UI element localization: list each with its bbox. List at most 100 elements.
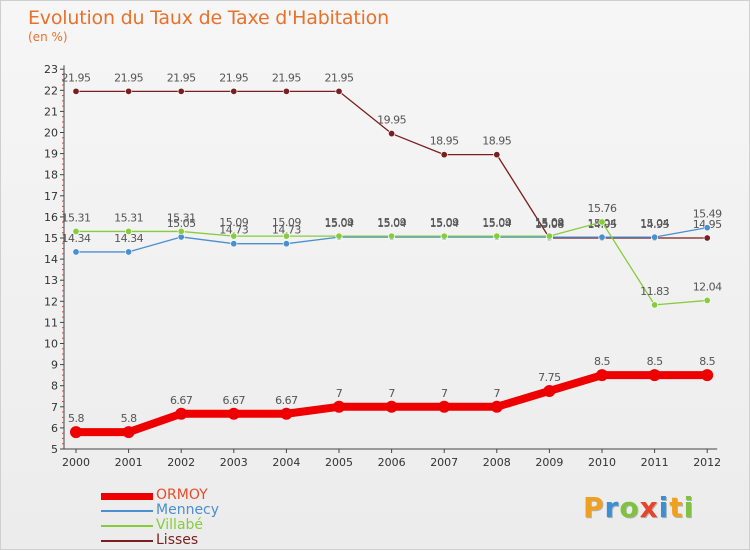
data-label-mennecy: 15.04	[377, 217, 406, 230]
y-tick-label: 12	[44, 295, 58, 308]
data-label-ormoy: 5.8	[68, 412, 84, 425]
data-point-villabe	[703, 296, 711, 304]
data-point-villabe	[230, 232, 238, 240]
y-tick-label: 7	[51, 401, 58, 414]
y-tick-label: 5	[51, 443, 58, 456]
data-label-villabe: 15.09	[325, 216, 354, 229]
data-point-ormoy	[596, 369, 608, 382]
data-label-ormoy: 6.67	[223, 394, 246, 407]
data-point-ormoy	[385, 400, 398, 413]
y-tick-label: 18	[44, 169, 58, 182]
x-tick-label: 2001	[115, 456, 143, 469]
data-label-ormoy: 5.8	[121, 412, 137, 425]
data-point-lisses	[440, 151, 448, 159]
data-point-villabe	[388, 232, 396, 240]
data-label-mennecy: 14.73	[272, 224, 301, 237]
data-label-lisses: 18.95	[482, 135, 511, 148]
data-label-villabe: 15.09	[219, 216, 248, 229]
data-label-mennecy: 15.05	[167, 217, 196, 230]
logo-letter: t	[669, 491, 684, 524]
data-label-villabe: 11.83	[640, 285, 669, 298]
data-label-villabe: 15.09	[377, 216, 406, 229]
legend-swatch-ormoy	[101, 493, 153, 500]
data-point-lisses	[230, 87, 238, 95]
data-label-ormoy: 8.5	[647, 355, 663, 368]
data-label-lisses: 21.95	[272, 71, 301, 84]
data-point-ormoy	[122, 426, 135, 439]
data-point-villabe	[651, 301, 659, 309]
data-point-villabe	[493, 232, 501, 240]
data-point-mennecy	[72, 248, 80, 256]
data-point-ormoy	[543, 384, 556, 397]
y-tick-label: 17	[44, 190, 58, 203]
y-tick-label: 16	[44, 211, 58, 224]
data-point-ormoy	[227, 407, 240, 420]
logo-letter: r	[604, 491, 620, 524]
y-tick-label: 8	[51, 380, 58, 393]
data-point-lisses	[388, 130, 396, 138]
data-point-ormoy	[175, 407, 188, 420]
x-tick-label: 2006	[378, 456, 406, 469]
legend-item-ormoy: ORMOY	[101, 487, 321, 503]
chart-unit: (en %)	[28, 30, 68, 44]
data-label-mennecy: 15.04	[430, 217, 459, 230]
y-tick-label: 9	[51, 359, 58, 372]
data-point-ormoy	[280, 407, 293, 420]
data-point-lisses	[177, 87, 185, 95]
data-point-ormoy	[701, 369, 714, 382]
data-label-ormoy: 7	[494, 387, 501, 400]
data-label-villabe: 15.31	[62, 211, 91, 224]
data-label-ormoy: 6.67	[170, 394, 193, 407]
x-tick-label: 2010	[588, 456, 616, 469]
y-tick-label: 19	[44, 148, 58, 161]
data-label-ormoy: 7	[441, 387, 448, 400]
data-point-mennecy	[703, 224, 711, 232]
data-point-ormoy	[648, 369, 661, 382]
x-tick-label: 2000	[62, 456, 90, 469]
data-point-lisses	[72, 87, 80, 95]
data-label-villabe: 15.31	[167, 211, 196, 224]
data-label-mennecy: 14.73	[219, 224, 248, 237]
legend-item-villabe: Villabé	[101, 517, 321, 533]
legend-swatch-mennecy	[101, 510, 153, 512]
data-label-lisses: 21.95	[219, 71, 248, 84]
data-label-lisses: 15.08	[535, 218, 564, 231]
data-label-mennecy: 15.04	[325, 217, 354, 230]
data-point-mennecy	[282, 240, 290, 248]
logo-letter: x	[639, 491, 659, 524]
data-label-lisses: 19.95	[377, 114, 406, 127]
data-label-lisses: 21.95	[114, 71, 143, 84]
logo-letter: i	[658, 491, 670, 524]
legend-item-lisses: Lisses	[101, 532, 321, 548]
data-label-lisses: 14.95	[640, 218, 669, 231]
y-tick-label: 14	[44, 253, 58, 266]
y-tick-label: 10	[44, 338, 58, 351]
data-point-lisses	[282, 87, 290, 95]
data-point-ormoy	[333, 400, 345, 413]
data-label-villabe: 15.09	[272, 216, 301, 229]
legend-swatch-villabe	[101, 525, 153, 527]
data-point-lisses	[493, 151, 501, 159]
data-label-lisses: 21.95	[167, 71, 196, 84]
legend-label-villabe: Villabé	[156, 517, 204, 533]
chart-title: Evolution du Taux de Taxe d'Habitation	[28, 7, 389, 29]
data-label-villabe: 15.76	[588, 202, 617, 215]
y-tick-label: 15	[44, 232, 58, 245]
data-label-mennecy: 15.04	[535, 217, 564, 230]
y-tick-label: 6	[51, 422, 58, 435]
data-point-lisses	[703, 234, 711, 242]
x-tick-label: 2012	[693, 456, 721, 469]
data-label-mennecy: 14.34	[114, 232, 143, 245]
data-point-villabe	[598, 218, 606, 226]
data-label-villabe: 15.09	[482, 216, 511, 229]
y-tick-label: 20	[44, 127, 58, 140]
data-label-mennecy: 15.49	[693, 208, 722, 221]
data-point-mennecy	[125, 248, 133, 256]
data-point-villabe	[440, 232, 448, 240]
logo-letter: o	[619, 491, 640, 524]
data-label-lisses: 21.95	[325, 71, 354, 84]
data-point-villabe	[545, 232, 553, 240]
y-tick-label: 21	[44, 105, 58, 118]
data-point-villabe	[72, 227, 80, 235]
